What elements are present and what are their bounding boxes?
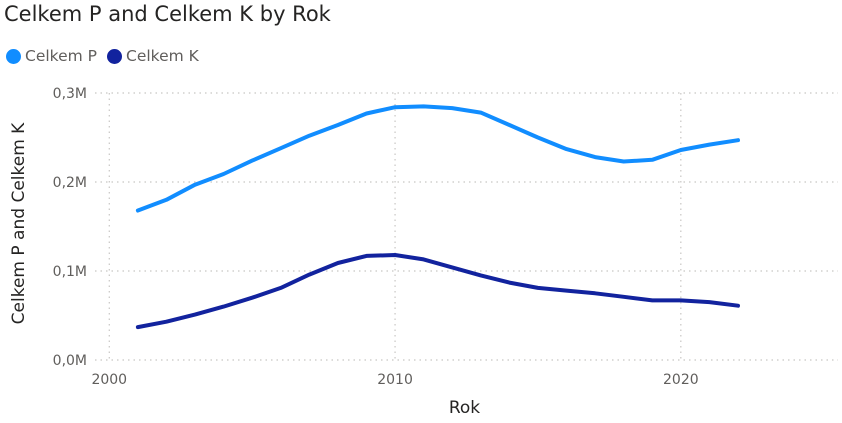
- series-line-celkem-k: [135, 253, 740, 330]
- gridlines: [95, 92, 838, 361]
- y-axis-label: Celkem P and Celkem K: [9, 122, 29, 324]
- y-tick-label: 0,0M: [53, 353, 87, 369]
- legend-item-celkem-k[interactable]: Celkem K: [107, 47, 199, 65]
- chart-title: Celkem P and Celkem K by Rok: [4, 2, 331, 26]
- legend-label-celkem-k: Celkem K: [126, 47, 199, 65]
- x-axis-label: Rok: [449, 398, 480, 418]
- legend-marker-celkem-k: [107, 48, 122, 64]
- x-tick-label: 2020: [663, 372, 699, 388]
- legend-item-celkem-p[interactable]: Celkem P: [6, 47, 97, 65]
- y-axis-ticks: 0,0M 0,1M 0,2M 0,3M: [53, 86, 87, 369]
- x-tick-label: 2000: [91, 372, 127, 388]
- y-tick-label: 0,2M: [53, 175, 87, 191]
- y-tick-label: 0,1M: [53, 264, 87, 280]
- y-tick-label: 0,3M: [53, 86, 87, 102]
- legend-marker-celkem-p: [6, 48, 21, 64]
- legend-label-celkem-p: Celkem P: [25, 47, 97, 65]
- x-tick-label: 2010: [377, 372, 413, 388]
- legend: Celkem P Celkem K: [6, 47, 209, 65]
- series-line-celkem-p: [135, 104, 740, 213]
- series-lines: [135, 104, 740, 330]
- x-axis-ticks: 2000 2010 2020: [91, 372, 698, 388]
